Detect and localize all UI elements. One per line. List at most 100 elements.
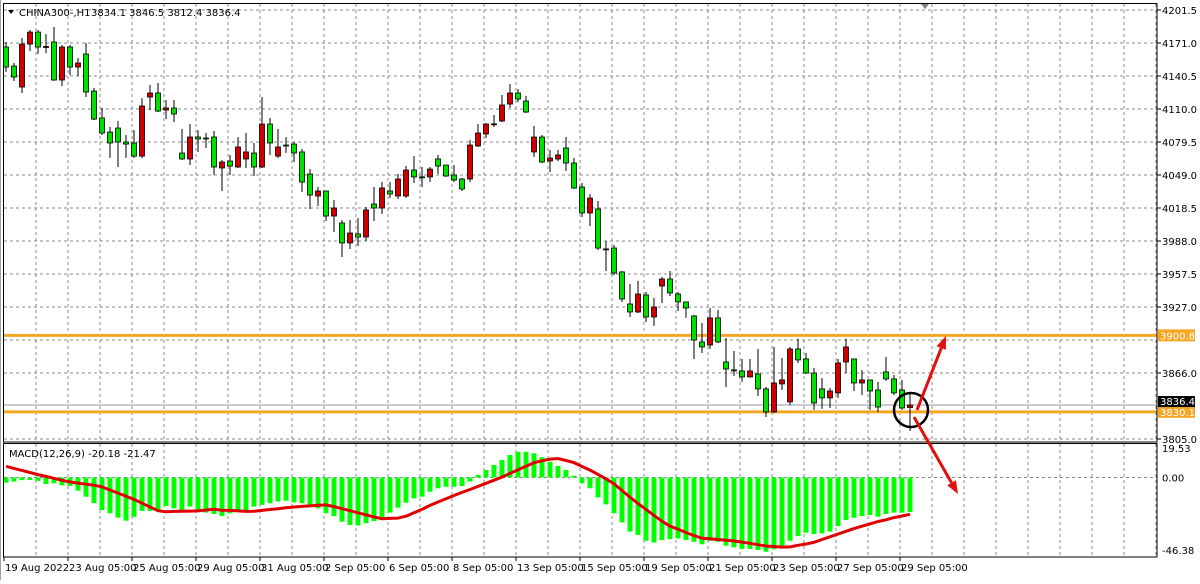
macd-histogram-bar: [795, 477, 801, 536]
candle: [723, 337, 729, 387]
candle-body: [707, 317, 713, 346]
candle-body: [251, 152, 257, 168]
price-tick-label: 3957.5: [1162, 270, 1197, 281]
time-tick-label: 25 Aug 05:00: [133, 563, 200, 574]
candle-body: [299, 151, 305, 183]
macd-histogram-bar: [443, 477, 449, 487]
candle: [51, 26, 57, 81]
candle: [755, 348, 761, 396]
macd-histogram-bar: [299, 477, 305, 504]
candle: [19, 38, 25, 93]
candle-body: [883, 371, 889, 380]
macd-histogram-bar: [867, 477, 873, 516]
macd-histogram-bar: [499, 459, 505, 478]
candle-body: [75, 62, 81, 68]
horizontal-levels[interactable]: [4, 333, 1157, 414]
macd-histogram-bar: [627, 477, 633, 532]
candle: [259, 96, 265, 168]
macd-histogram-bar: [787, 477, 793, 541]
candle-body: [195, 136, 201, 140]
macd-histogram-bar: [11, 477, 17, 482]
current-price-label: 3836.4: [1160, 397, 1195, 408]
candle-body: [187, 136, 193, 160]
macd-histogram-bar: [91, 477, 97, 504]
macd-histogram-bar: [43, 477, 49, 484]
price-tick-label: 4110.0: [1162, 105, 1197, 116]
candle-body: [123, 141, 129, 145]
candle: [139, 98, 145, 159]
macd-histogram-bar: [571, 475, 577, 478]
candle: [83, 43, 89, 97]
macd-histogram-bar: [603, 477, 609, 505]
candle-body: [35, 31, 41, 48]
candle-body: [595, 208, 601, 249]
highlight-circle[interactable]: [892, 391, 930, 429]
candle-body: [43, 46, 49, 48]
candle-body: [467, 144, 473, 180]
candle-body: [635, 293, 641, 313]
annotations[interactable]: [892, 336, 958, 494]
candle-body: [155, 92, 161, 112]
candles: [3, 26, 913, 432]
candle-body: [411, 169, 417, 178]
candle: [339, 220, 345, 258]
price-tick-label: 3927.0: [1162, 303, 1197, 314]
candle: [35, 30, 41, 55]
candle-body: [611, 247, 617, 274]
macd-histogram-bar: [355, 477, 361, 526]
macd-histogram-bar: [171, 477, 177, 509]
macd-histogram-bar: [331, 477, 337, 517]
candle-body: [275, 146, 281, 157]
time-tick-label: 8 Sep 05:00: [453, 563, 513, 574]
macd-histogram-bar: [283, 477, 289, 501]
dropdown-triangle-icon[interactable]: [8, 10, 14, 14]
candle: [155, 83, 161, 113]
arrow-down-icon[interactable]: [912, 416, 958, 494]
candle: [211, 130, 217, 176]
price-tick-label: 4140.5: [1162, 72, 1197, 83]
macd-histogram-bar: [579, 477, 585, 484]
price-tick-label: 4171.0: [1162, 39, 1197, 50]
macd-histogram-bar: [539, 457, 545, 478]
candle: [251, 142, 257, 176]
candle-body: [395, 178, 401, 197]
chart-shift-marker-icon[interactable]: [921, 4, 929, 9]
candle-body: [379, 187, 385, 209]
macd-histogram-bar: [35, 477, 41, 481]
candle: [675, 291, 681, 312]
macd-histogram-bar: [563, 469, 569, 478]
candle-body: [499, 104, 505, 122]
candle: [907, 394, 913, 432]
macd-histogram-bar: [323, 477, 329, 514]
candle: [299, 149, 305, 192]
macd-histogram-bar: [107, 477, 113, 514]
candle-body: [803, 358, 809, 374]
candle: [403, 166, 409, 199]
candle-body: [283, 144, 289, 147]
macd-histogram-bar: [123, 477, 129, 521]
macd-histogram-bar: [467, 477, 473, 482]
candle: [347, 220, 353, 250]
macd-histogram-bar: [291, 477, 297, 503]
candle: [267, 117, 273, 155]
candle-body: [259, 123, 265, 168]
candle: [571, 158, 577, 189]
macd-histogram-bar: [3, 477, 9, 483]
symbol-label: CHINA300-,H1: [19, 8, 91, 19]
candle: [179, 129, 185, 160]
arrow-up-icon[interactable]: [915, 336, 946, 411]
macd-histogram-bar: [763, 477, 769, 552]
candle: [227, 154, 233, 176]
candle-body: [731, 369, 737, 372]
candle-body: [779, 379, 785, 385]
candle: [467, 140, 473, 183]
candle: [91, 88, 97, 121]
price-tick-label: 4201.5: [1162, 6, 1197, 17]
candle: [291, 142, 297, 163]
candle-body: [507, 92, 513, 105]
candle-body: [659, 278, 665, 287]
macd-histogram-bar: [187, 477, 193, 507]
macd-histogram-bar: [243, 477, 249, 511]
